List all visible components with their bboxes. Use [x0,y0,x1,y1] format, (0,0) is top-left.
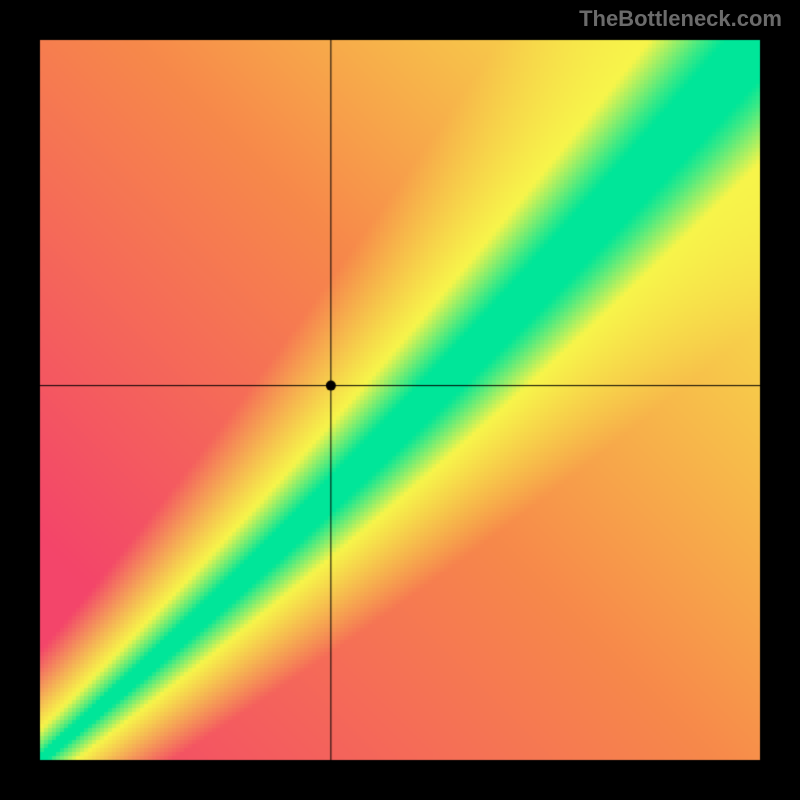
watermark-text: TheBottleneck.com [579,6,782,32]
heatmap-canvas [0,0,800,800]
chart-container: TheBottleneck.com [0,0,800,800]
